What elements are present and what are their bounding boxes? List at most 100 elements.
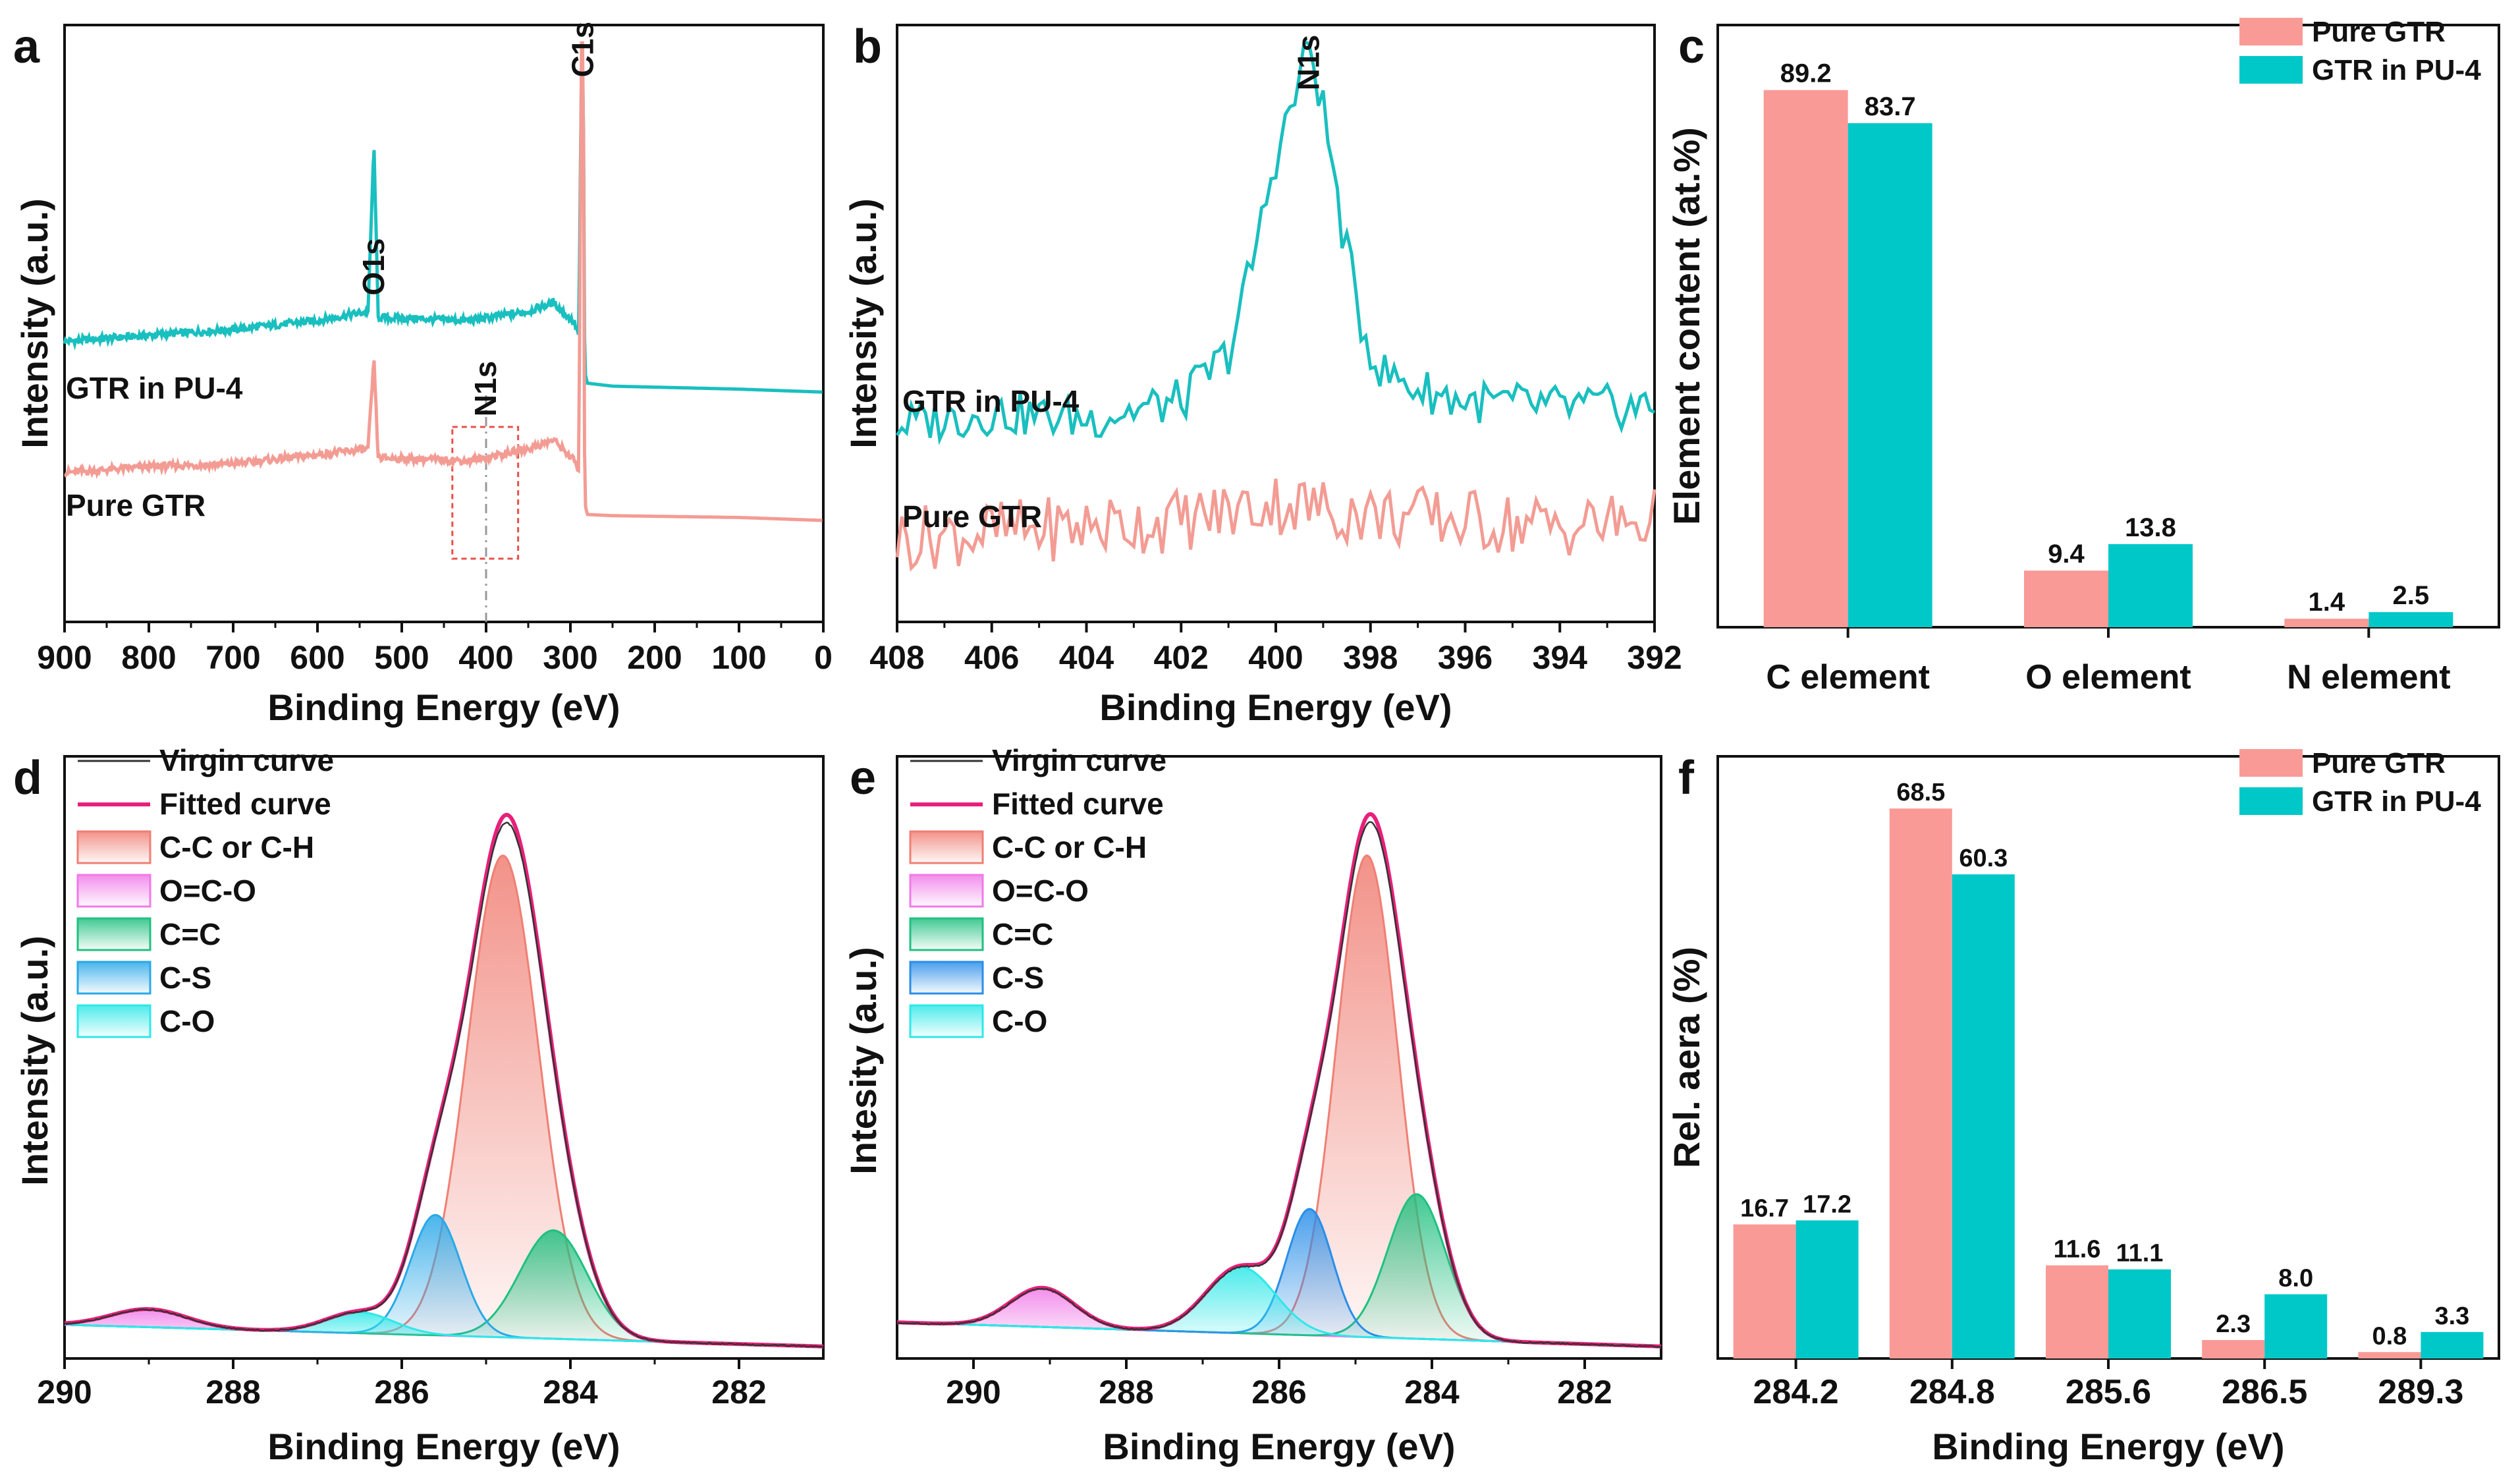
category-label: O element bbox=[2025, 658, 2191, 696]
component-area-o-c-o bbox=[65, 1309, 823, 1347]
legend-swatch bbox=[909, 830, 984, 864]
legend-label: C-O bbox=[992, 1004, 1047, 1038]
x-tick-label: 408 bbox=[869, 639, 924, 676]
x-tick-label: 400 bbox=[458, 639, 513, 676]
bar-value-label: 83.7 bbox=[1865, 92, 1916, 121]
x-tick-label: 288 bbox=[1099, 1374, 1153, 1411]
x-axis-title: Binding Energy (eV) bbox=[1932, 1426, 2284, 1467]
bar-pure-gtr bbox=[2046, 1265, 2108, 1358]
x-tick-label: 406 bbox=[964, 639, 1019, 676]
legend-label: Fitted curve bbox=[159, 787, 331, 821]
legend-label: C-S bbox=[992, 961, 1044, 995]
line-series-1 bbox=[64, 41, 823, 522]
bar-gtr-in-pu-4 bbox=[2108, 544, 2193, 627]
x-tick-label: 402 bbox=[1154, 639, 1209, 676]
panel-d-letter: d bbox=[13, 752, 42, 804]
y-axis-title: Intensity (a.u.) bbox=[14, 936, 55, 1186]
panel-b-letter: b bbox=[853, 20, 882, 73]
component-area-c-o bbox=[897, 1267, 1661, 1347]
bar-value-label: 2.5 bbox=[2393, 581, 2430, 610]
series-label-pure-gtr: Pure GTR bbox=[66, 488, 205, 522]
x-tick-label: 394 bbox=[1533, 639, 1588, 676]
series-label-pure-gtr: Pure GTR bbox=[902, 499, 1042, 534]
legend-label: O=C-O bbox=[159, 874, 256, 908]
bar-value-label: 2.3 bbox=[2216, 1310, 2251, 1338]
line-series-0 bbox=[895, 40, 1656, 445]
x-tick-label: 800 bbox=[121, 639, 176, 676]
series-label-gtr-in-pu4: GTR in PU-4 bbox=[902, 384, 1080, 418]
legend-label: C-C or C-H bbox=[992, 830, 1147, 864]
bar-gtr-in-pu-4 bbox=[1952, 874, 2015, 1358]
peak-label-c1s: C1s bbox=[565, 22, 599, 77]
category-label: 286.5 bbox=[2222, 1373, 2307, 1411]
peak-label-n1s: N1s bbox=[1291, 35, 1325, 90]
x-axis-title: Binding Energy (eV) bbox=[267, 686, 620, 728]
y-axis-title: Intensity (a.u.) bbox=[842, 198, 884, 449]
x-tick-label: 284 bbox=[543, 1374, 598, 1411]
bar-value-label: 13.8 bbox=[2125, 513, 2176, 542]
legend-label: Pure GTR bbox=[2312, 747, 2446, 779]
y-axis-title: Intensity (a.u.) bbox=[14, 198, 55, 449]
legend-swatch bbox=[2239, 56, 2303, 84]
category-label: 284.8 bbox=[1909, 1373, 1995, 1411]
bar-pure-gtr bbox=[2358, 1352, 2421, 1358]
x-tick-label: 290 bbox=[37, 1374, 92, 1411]
category-label: N element bbox=[2287, 658, 2451, 696]
x-tick-label: 282 bbox=[711, 1374, 766, 1411]
panel-e-letter: e bbox=[850, 752, 876, 804]
bar-gtr-in-pu-4 bbox=[1848, 123, 1932, 627]
bar-pure-gtr bbox=[2284, 619, 2369, 627]
legend-swatch bbox=[76, 830, 151, 864]
panel-d-frame bbox=[63, 755, 825, 1360]
legend-swatch bbox=[2239, 787, 2303, 815]
bar-gtr-in-pu-4 bbox=[1795, 1220, 1859, 1358]
peak-label-o1s: O1s bbox=[356, 238, 391, 296]
y-axis-title: Element content (at.%) bbox=[1666, 127, 1707, 525]
x-tick-label: 900 bbox=[37, 639, 92, 676]
x-axis-title: Binding Energy (eV) bbox=[267, 1426, 620, 1467]
bar-value-label: 11.6 bbox=[2054, 1236, 2101, 1264]
legend-swatch bbox=[2239, 749, 2303, 777]
bar-value-label: 68.5 bbox=[1896, 779, 1945, 806]
x-axis-title: Binding Energy (eV) bbox=[1099, 686, 1452, 728]
x-tick-label: 282 bbox=[1557, 1374, 1612, 1411]
legend-swatch bbox=[909, 961, 984, 995]
bar-pure-gtr bbox=[2202, 1339, 2265, 1358]
bar-gtr-in-pu-4 bbox=[2369, 612, 2453, 627]
virgin-curve bbox=[64, 822, 824, 1348]
bar-value-label: 11.1 bbox=[2116, 1240, 2164, 1268]
legend-swatch bbox=[76, 961, 151, 995]
series-label-gtr-in-pu4: GTR in PU-4 bbox=[66, 371, 243, 405]
legend-swatch bbox=[76, 874, 151, 908]
x-tick-label: 288 bbox=[205, 1374, 260, 1411]
legend-label: GTR in PU-4 bbox=[2312, 54, 2481, 86]
legend-swatch bbox=[76, 1004, 151, 1038]
category-label: 284.2 bbox=[1753, 1373, 1839, 1411]
legend-label: Virgin curve bbox=[159, 743, 334, 777]
x-tick-label: 290 bbox=[946, 1374, 1000, 1411]
bar-value-label: 60.3 bbox=[1959, 845, 2008, 872]
x-tick-label: 700 bbox=[205, 639, 260, 676]
bar-value-label: 0.8 bbox=[2372, 1322, 2407, 1350]
category-label: 289.3 bbox=[2378, 1373, 2463, 1411]
component-area-o-c-o bbox=[897, 1287, 1661, 1347]
bar-value-label: 17.2 bbox=[1803, 1190, 1851, 1218]
bar-gtr-in-pu-4 bbox=[2421, 1331, 2484, 1358]
x-tick-label: 100 bbox=[711, 639, 766, 676]
bar-value-label: 9.4 bbox=[2048, 540, 2085, 569]
legend-label: C=C bbox=[159, 917, 221, 951]
legend-swatch bbox=[76, 917, 151, 951]
x-tick-label: 404 bbox=[1059, 639, 1114, 676]
bar-value-label: 89.2 bbox=[1780, 59, 1832, 88]
x-axis-title: Binding Energy (eV) bbox=[1103, 1426, 1455, 1467]
bar-value-label: 16.7 bbox=[1740, 1194, 1789, 1222]
bar-gtr-in-pu-4 bbox=[2264, 1294, 2328, 1358]
x-tick-label: 600 bbox=[290, 639, 344, 676]
bar-pure-gtr bbox=[2024, 571, 2108, 627]
line-series-0 bbox=[63, 65, 823, 394]
x-tick-label: 286 bbox=[374, 1374, 429, 1411]
legend-swatch bbox=[2239, 18, 2303, 45]
legend-label: C-O bbox=[159, 1004, 215, 1038]
virgin-curve bbox=[896, 821, 1662, 1349]
legend-label: C=C bbox=[992, 917, 1053, 951]
